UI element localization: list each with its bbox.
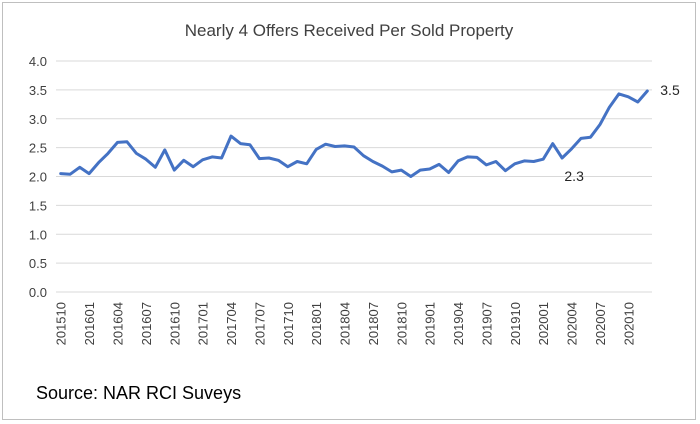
x-tick-label: 201907 (479, 302, 494, 345)
y-tick-label: 2.5 (29, 141, 47, 156)
x-tick-label: 201701 (196, 302, 211, 345)
data-label: 3.5 (660, 82, 680, 98)
y-tick-label: 0.0 (29, 285, 47, 300)
y-tick-label: 4.0 (29, 54, 47, 69)
y-tick-label: 2.0 (29, 170, 47, 185)
x-tick-label: 201910 (508, 302, 523, 345)
x-tick-label: 201710 (281, 302, 296, 345)
x-tick-label: 202004 (565, 302, 580, 345)
x-tick-label: 202001 (536, 302, 551, 345)
y-tick-label: 3.0 (29, 112, 47, 127)
x-tick-label: 201810 (394, 302, 409, 345)
x-tick-label: 201807 (366, 302, 381, 345)
y-tick-label: 0.5 (29, 256, 47, 271)
x-tick-label: 201610 (167, 302, 182, 345)
x-tick-label: 201707 (252, 302, 267, 345)
series-line (59, 89, 649, 178)
x-tick-label: 201904 (451, 302, 466, 345)
x-tick-label: 201604 (110, 302, 125, 345)
x-axis: 201510 201601 201604 201607 201610 201701 2017… (54, 302, 637, 345)
y-tick-label: 3.5 (29, 83, 47, 98)
chart-title: Nearly 4 Offers Received Per Sold Proper… (185, 21, 514, 40)
x-tick-label: 201801 (309, 302, 324, 345)
x-tick-label: 201804 (338, 302, 353, 345)
annotations: 3.5 2.3 (564, 82, 680, 184)
data-label: 2.3 (564, 168, 584, 184)
x-tick-label: 201704 (224, 302, 239, 345)
x-tick-label: 201901 (423, 302, 438, 345)
x-tick-label: 202007 (593, 302, 608, 345)
chart-frame (2, 2, 696, 420)
source-note: Source: NAR RCI Suveys (36, 383, 241, 403)
gridlines (56, 60, 652, 293)
x-tick-label: 202010 (621, 302, 636, 345)
x-tick-label: 201601 (82, 302, 97, 345)
y-tick-label: 1.0 (29, 227, 47, 242)
y-tick-label: 1.5 (29, 198, 47, 213)
x-tick-label: 201607 (139, 302, 154, 345)
series-layer (59, 89, 649, 178)
x-tick-label: 201510 (54, 302, 69, 345)
y-axis: 0.0 0.5 1.0 1.5 2.0 2.5 3.0 3.5 4.0 (29, 54, 47, 300)
